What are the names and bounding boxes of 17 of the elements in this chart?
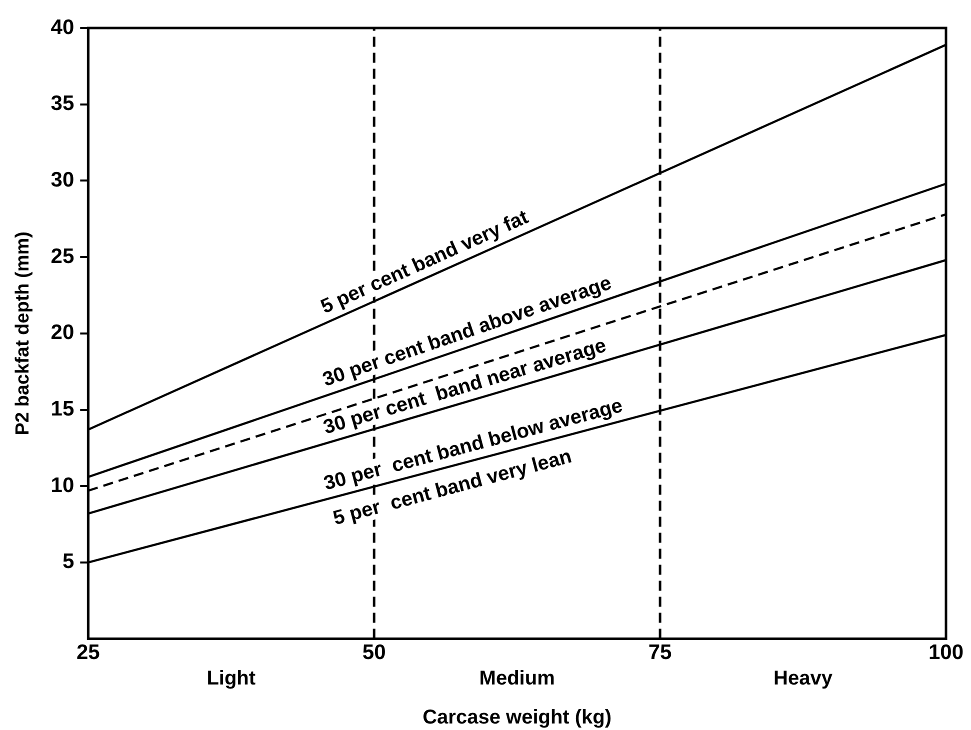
y-tick-label: 20: [50, 321, 74, 344]
x-tick-label: 25: [76, 641, 100, 664]
x-tick-label: 75: [648, 641, 672, 664]
y-tick-label: 40: [50, 16, 74, 39]
x-tick-label: 100: [928, 641, 964, 664]
y-tick-label: 25: [50, 244, 74, 268]
x-tick-label: 50: [362, 641, 386, 664]
y-tick-label: 15: [50, 398, 74, 421]
y-tick-label: 10: [50, 474, 74, 497]
y-tick-label: 5: [62, 550, 74, 574]
y-tick-label: 35: [50, 92, 74, 116]
text: Light: [206, 667, 256, 690]
x-axis-title: Carcase weight (kg): [422, 706, 612, 729]
text: Medium: [479, 667, 555, 690]
y-axis-title: P2 backfat depth (mm): [12, 232, 34, 436]
y-tick-label: 30: [50, 168, 74, 192]
text: Heavy: [774, 667, 834, 690]
